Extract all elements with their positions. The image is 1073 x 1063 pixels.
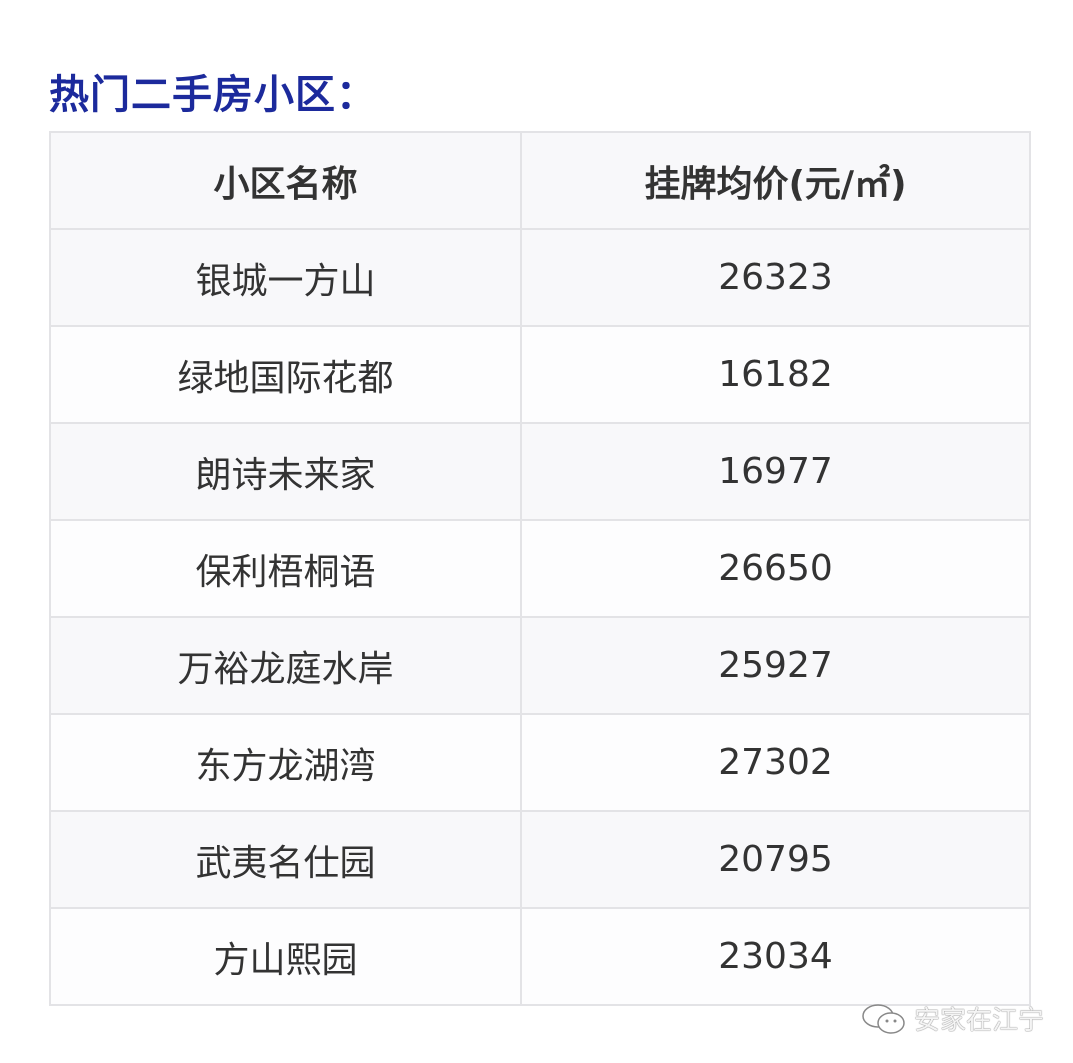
listing-price: 16977: [520, 422, 1031, 521]
column-header-price: 挂牌均价(元/㎡): [520, 131, 1031, 230]
table-row: 绿地国际花都 16182: [49, 325, 1031, 424]
community-name: 绿地国际花都: [49, 325, 522, 424]
table-row: 武夷名仕园 20795: [49, 810, 1031, 909]
table-row: 保利梧桐语 26650: [49, 519, 1031, 618]
table-row: 万裕龙庭水岸 25927: [49, 616, 1031, 715]
table-row: 银城一方山 26323: [49, 228, 1031, 327]
community-name: 银城一方山: [49, 228, 522, 327]
table-row: 方山熙园 23034: [49, 907, 1031, 1006]
table-row: 朗诗未来家 16977: [49, 422, 1031, 521]
table-row: 东方龙湖湾 27302: [49, 713, 1031, 812]
listing-price: 16182: [520, 325, 1031, 424]
listing-price: 20795: [520, 810, 1031, 909]
watermark: 安家在江宁: [860, 1000, 1044, 1037]
community-name: 朗诗未来家: [49, 422, 522, 521]
community-name: 东方龙湖湾: [49, 713, 522, 812]
listing-price: 23034: [520, 907, 1031, 1006]
page-title: 热门二手房小区：: [49, 72, 377, 118]
watermark-text: 安家在江宁: [914, 1006, 1045, 1036]
community-name: 武夷名仕园: [49, 810, 522, 909]
community-name: 万裕龙庭水岸: [49, 616, 522, 715]
listing-price: 25927: [520, 616, 1031, 715]
listing-price: 27302: [520, 713, 1031, 812]
community-name: 方山熙园: [49, 907, 522, 1006]
listing-price: 26323: [520, 228, 1031, 327]
listing-price: 26650: [520, 519, 1031, 618]
table-header-row: 小区名称 挂牌均价(元/㎡): [49, 131, 1031, 230]
community-price-table: 小区名称 挂牌均价(元/㎡) 银城一方山 26323 绿地国际花都 16182 朗诗未来…: [49, 131, 1031, 1006]
column-header-name: 小区名称: [49, 131, 522, 230]
community-name: 保利梧桐语: [49, 519, 522, 618]
wechat-icon: [862, 1003, 905, 1034]
